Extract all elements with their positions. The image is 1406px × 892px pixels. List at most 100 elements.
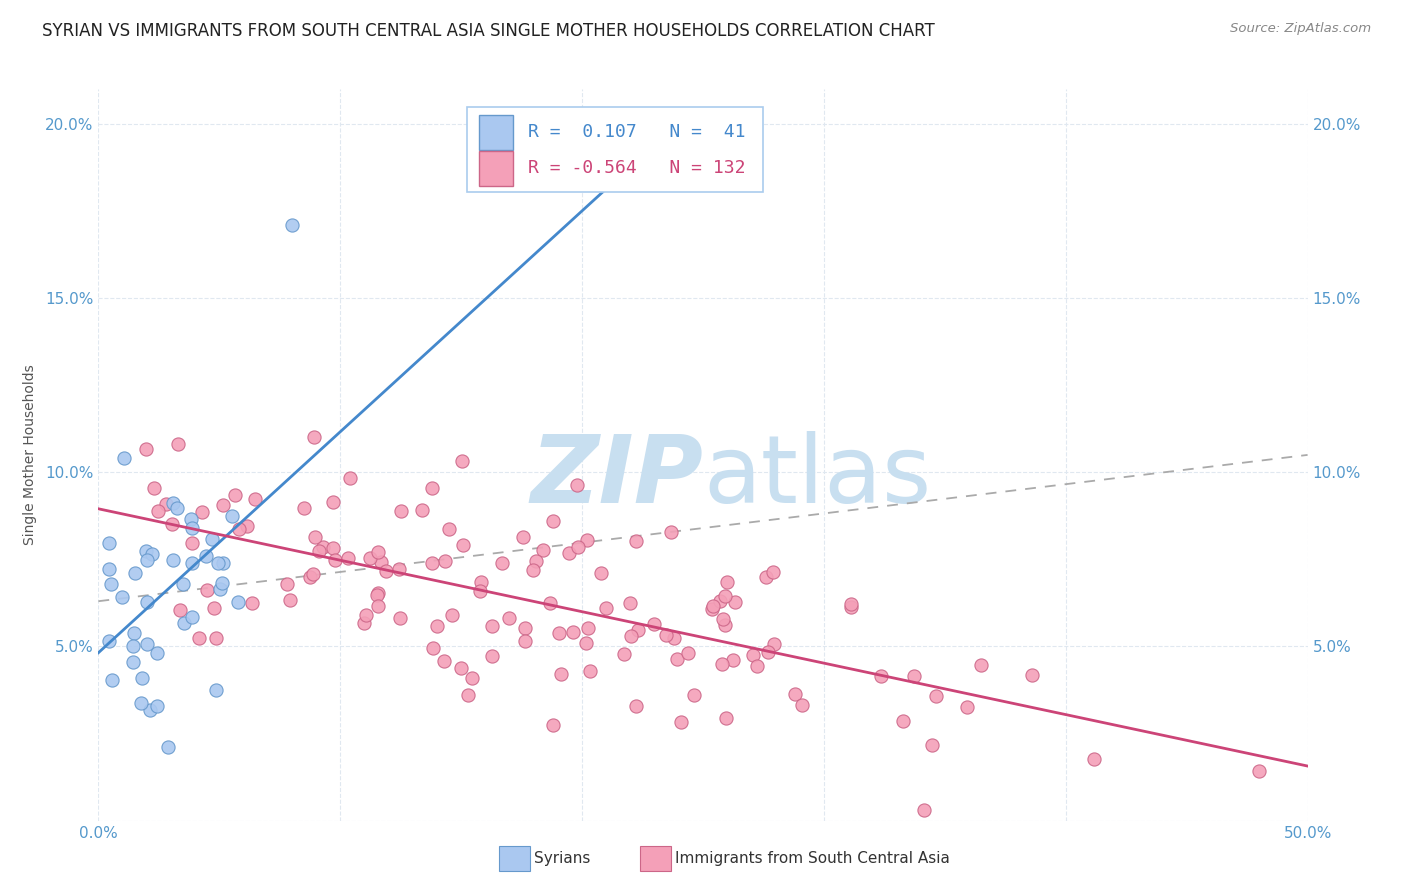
Point: [278, 593, 301, 607]
Point: [228, 595, 250, 609]
Point: [136, 552, 159, 566]
Point: [122, 639, 145, 653]
Point: [276, 576, 298, 591]
Point: [292, 500, 315, 515]
Point: [541, 514, 564, 528]
Point: [893, 714, 915, 729]
Point: [224, 488, 246, 502]
Point: [841, 600, 863, 615]
Point: [714, 589, 737, 603]
Text: Immigrants from South Central Asia: Immigrants from South Central Asia: [675, 851, 950, 865]
Point: [191, 505, 214, 519]
Point: [322, 541, 344, 555]
Point: [169, 603, 191, 617]
Point: [575, 636, 598, 650]
Point: [236, 518, 259, 533]
Point: [709, 594, 731, 608]
Point: [337, 551, 360, 566]
Point: [531, 543, 554, 558]
Point: [619, 596, 641, 610]
Point: [659, 524, 682, 539]
Point: [711, 612, 734, 626]
Point: [565, 478, 588, 492]
Point: [129, 696, 152, 710]
Point: [204, 632, 226, 646]
Point: [302, 567, 325, 582]
Point: [481, 649, 503, 664]
Point: [595, 601, 617, 615]
Point: [481, 619, 503, 633]
Point: [135, 595, 157, 609]
Point: [745, 659, 768, 673]
Point: [700, 602, 723, 616]
Point: [97, 633, 120, 648]
Point: [925, 689, 948, 703]
Point: [578, 621, 600, 635]
Point: [367, 599, 389, 613]
Point: [550, 666, 572, 681]
Point: [353, 615, 375, 630]
Point: [761, 566, 783, 580]
Point: [281, 218, 304, 232]
Point: [541, 718, 564, 732]
Point: [662, 632, 685, 646]
Point: [98, 562, 121, 576]
Point: [903, 669, 925, 683]
Point: [135, 442, 157, 457]
Point: [512, 530, 534, 544]
Point: [669, 714, 692, 729]
Point: [173, 616, 195, 631]
Point: [460, 671, 482, 685]
Point: [101, 673, 124, 687]
Point: [683, 688, 706, 702]
Point: [468, 584, 491, 599]
Point: [100, 577, 122, 591]
Point: [212, 498, 235, 512]
Point: [714, 711, 737, 725]
Point: [437, 522, 460, 536]
Point: [243, 491, 266, 506]
Text: R = -0.564   N = 132: R = -0.564 N = 132: [527, 159, 745, 178]
Point: [195, 582, 218, 597]
Point: [136, 637, 159, 651]
Point: [1021, 668, 1043, 682]
Point: [188, 632, 211, 646]
Point: [308, 544, 330, 558]
Text: SYRIAN VS IMMIGRANTS FROM SOUTH CENTRAL ASIA SINGLE MOTHER HOUSEHOLDS CORRELATIO: SYRIAN VS IMMIGRANTS FROM SOUTH CENTRAL …: [42, 22, 935, 40]
Point: [548, 626, 571, 640]
Point: [97, 535, 120, 549]
Text: atlas: atlas: [703, 431, 931, 523]
Point: [112, 451, 135, 466]
Point: [420, 556, 443, 570]
Point: [240, 596, 263, 610]
Point: [755, 570, 778, 584]
Point: [450, 661, 472, 675]
Bar: [479, 115, 513, 150]
Point: [388, 562, 411, 576]
Point: [166, 501, 188, 516]
Point: [741, 648, 763, 663]
Point: [716, 575, 738, 590]
Point: [121, 655, 143, 669]
Point: [921, 738, 943, 752]
Bar: [479, 152, 513, 186]
Point: [626, 533, 648, 548]
Point: [558, 546, 581, 560]
Point: [956, 699, 979, 714]
Point: [304, 529, 326, 543]
Point: [624, 699, 647, 714]
Point: [470, 575, 492, 590]
Point: [172, 576, 194, 591]
Y-axis label: Single Mother Households: Single Mother Households: [22, 365, 37, 545]
Point: [513, 621, 536, 635]
Point: [723, 652, 745, 666]
Point: [228, 522, 250, 536]
Point: [426, 618, 449, 632]
Point: [202, 601, 225, 615]
FancyBboxPatch shape: [467, 108, 763, 192]
Point: [792, 698, 814, 712]
Point: [451, 538, 474, 552]
Point: [141, 547, 163, 561]
Point: [513, 633, 536, 648]
Point: [643, 616, 665, 631]
